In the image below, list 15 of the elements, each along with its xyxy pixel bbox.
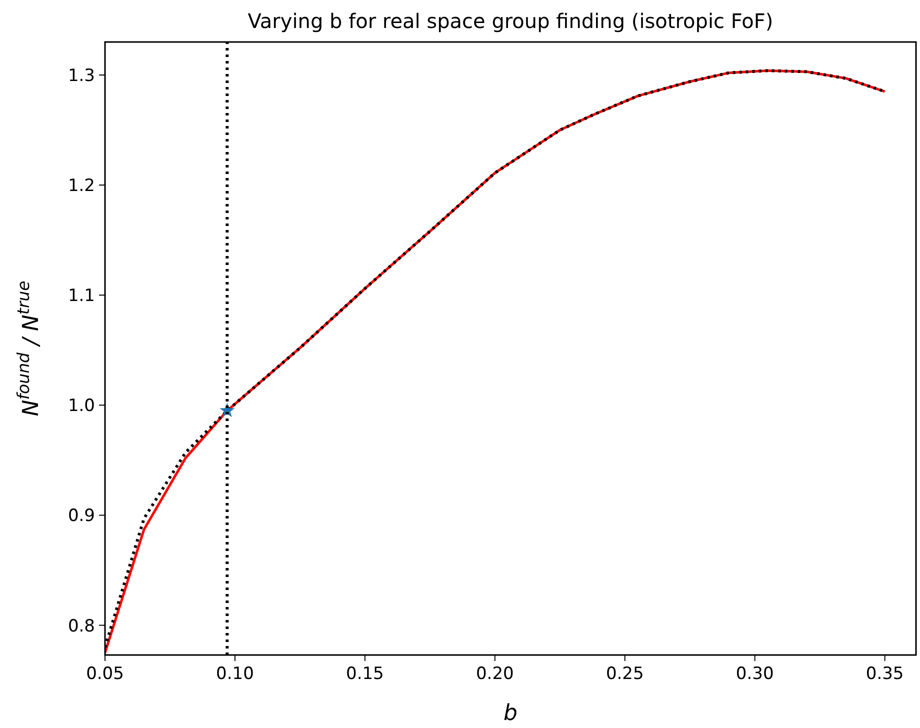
x-tick-label: 0.30 bbox=[736, 664, 774, 684]
y-tick-label: 0.9 bbox=[68, 506, 95, 526]
chart-title: Varying b for real space group finding (isotropic FoF) bbox=[248, 9, 774, 33]
x-axis-title: b bbox=[504, 701, 518, 726]
x-tick-label: 0.20 bbox=[476, 664, 514, 684]
y-tick-label: 1.2 bbox=[68, 176, 95, 196]
x-tick-label: 0.15 bbox=[346, 664, 384, 684]
x-tick-label: 0.25 bbox=[606, 664, 644, 684]
y-tick-label: 1.0 bbox=[68, 396, 95, 416]
y-tick-label: 1.3 bbox=[68, 66, 95, 86]
y-tick-label: 1.1 bbox=[68, 286, 95, 306]
x-tick-label: 0.05 bbox=[86, 664, 124, 684]
x-tick-label: 0.10 bbox=[216, 664, 254, 684]
y-tick-label: 0.8 bbox=[68, 616, 95, 636]
x-tick-label: 0.35 bbox=[866, 664, 904, 684]
